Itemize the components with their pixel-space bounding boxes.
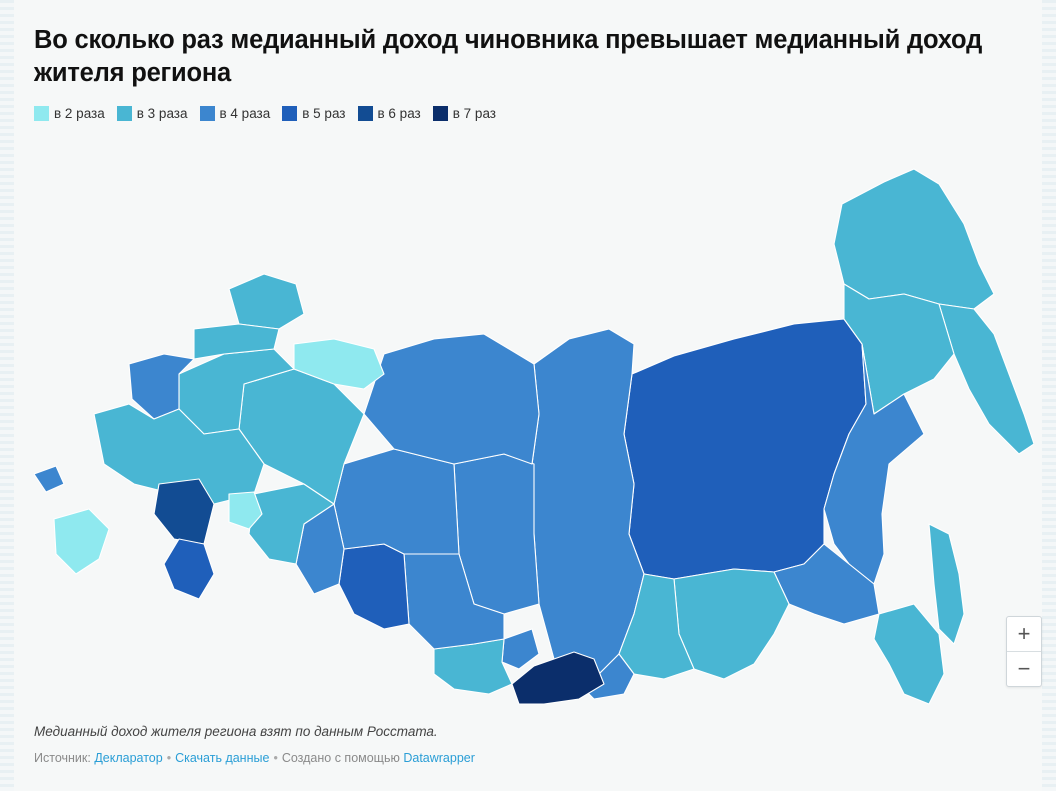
legend-swatch	[34, 105, 49, 121]
region-хмао[interactable]: ХМАО	[333, 448, 460, 555]
region-чукотка[interactable]: Чукотка	[833, 168, 995, 310]
region-краснодар[interactable]: Краснодар	[53, 508, 110, 575]
region-калининград[interactable]: Калининград	[34, 465, 65, 493]
right-edge-decoration	[1042, 0, 1056, 791]
region-приморье[interactable]: Приморье	[873, 603, 945, 705]
region-хакасия[interactable]: Хакасия	[501, 628, 540, 670]
region-камчатка[interactable]: Камчатка	[938, 303, 1034, 455]
separator: •	[273, 751, 278, 765]
chart-title: Во сколько раз медианный доход чиновника…	[34, 26, 983, 87]
region-новосибирская-область[interactable]: Новосибирская область	[403, 553, 505, 650]
russia-map[interactable]: ЯкутияКрасноярский край ЧукоткаКамчаткаМа…	[34, 134, 1034, 734]
created-prefix: Создано с помощью	[281, 751, 404, 765]
legend-item-6x: в 6 раз	[357, 105, 421, 121]
region-магадан[interactable]: Магадан	[843, 283, 955, 415]
left-edge-decoration	[0, 0, 14, 791]
download-data-link[interactable]: Скачать данные	[175, 751, 270, 765]
legend-label: в 3 раза	[136, 105, 188, 121]
region-красноярский-край[interactable]: Красноярский край	[531, 328, 645, 680]
legend-label: в 4 раза	[219, 105, 271, 121]
region-амурская-область[interactable]: Амурская область	[773, 543, 880, 625]
legend-swatch	[116, 105, 132, 121]
zoom-out-button[interactable]: −	[1007, 651, 1041, 686]
region-волгоград[interactable]: Волгоград	[163, 538, 215, 600]
legend-label: в 5 раз	[302, 105, 346, 121]
source-link[interactable]: Декларатор	[94, 751, 163, 765]
region-янао[interactable]: ЯНАО	[363, 333, 540, 465]
legend: в 2 раза в 3 раза в 4 раза в 5 раз в 6 р…	[34, 104, 1024, 122]
zoom-in-button[interactable]: +	[1017, 621, 1031, 646]
zoom-controls: + −	[1006, 616, 1042, 687]
datawrapper-link[interactable]: Datawrapper	[403, 751, 475, 765]
region-тыва[interactable]: Тыва	[511, 651, 605, 705]
region-татарстан[interactable]: Татарстан	[228, 491, 263, 530]
separator: •	[166, 751, 172, 765]
region-сахалин[interactable]: Сахалин	[928, 523, 965, 645]
region-мурманская-область[interactable]: Мурманская область	[228, 273, 305, 330]
region-ленинградская-область[interactable]: Ленинградская область	[128, 353, 195, 420]
legend-label: в 7 раз	[452, 105, 496, 121]
legend-swatch	[199, 105, 215, 121]
legend-item-4x: в 4 раза	[199, 105, 271, 121]
region-саратов[interactable]: Саратов	[153, 478, 215, 545]
region-омская-область[interactable]: Омская область	[338, 543, 410, 630]
region-ненецкий-ао[interactable]: Ненецкий АО	[293, 338, 385, 390]
legend-item-3x: в 3 раза	[116, 105, 188, 121]
source-prefix: Источник:	[34, 751, 95, 765]
legend-item-5x: в 5 раз	[282, 105, 346, 121]
footer: Источник: Декларатор • Скачать данные • Созд…	[34, 751, 475, 765]
map-svg[interactable]: ЯкутияКрасноярский край ЧукоткаКамчаткаМа…	[34, 134, 1034, 734]
legend-label: в 2 раза	[54, 105, 105, 121]
notes: Медианный доход жителя региона взят по д…	[34, 724, 438, 739]
chart-container: Во сколько раз медианный доход чиновника…	[34, 24, 1042, 774]
region-московская-область[interactable]: Московская область	[93, 403, 265, 505]
legend-swatch	[282, 105, 298, 121]
region-бурятия[interactable]: Бурятия	[618, 573, 695, 680]
legend-item-2x: в 2 раза	[34, 105, 105, 121]
legend-label: в 6 раз	[377, 105, 421, 121]
legend-item-7x: в 7 раз	[432, 105, 496, 121]
legend-swatch	[357, 105, 373, 121]
region-якутия[interactable]: Якутия	[623, 318, 867, 580]
legend-swatch	[432, 105, 448, 121]
